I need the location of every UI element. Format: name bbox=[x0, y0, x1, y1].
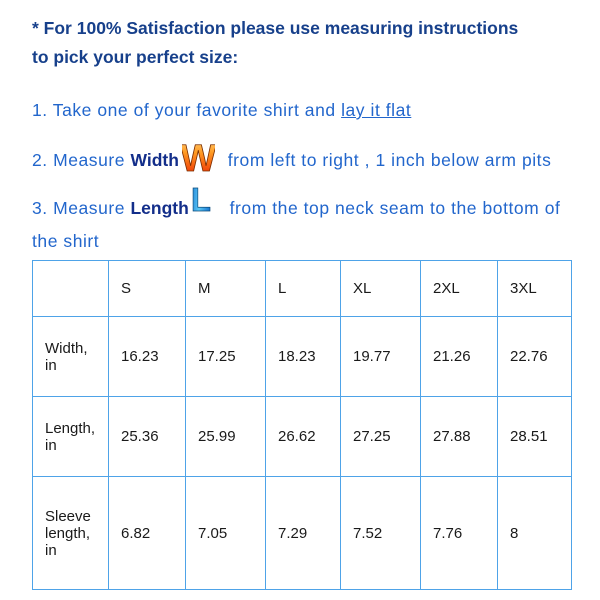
svg-text:L: L bbox=[191, 182, 211, 218]
svg-text:W: W bbox=[182, 143, 215, 176]
